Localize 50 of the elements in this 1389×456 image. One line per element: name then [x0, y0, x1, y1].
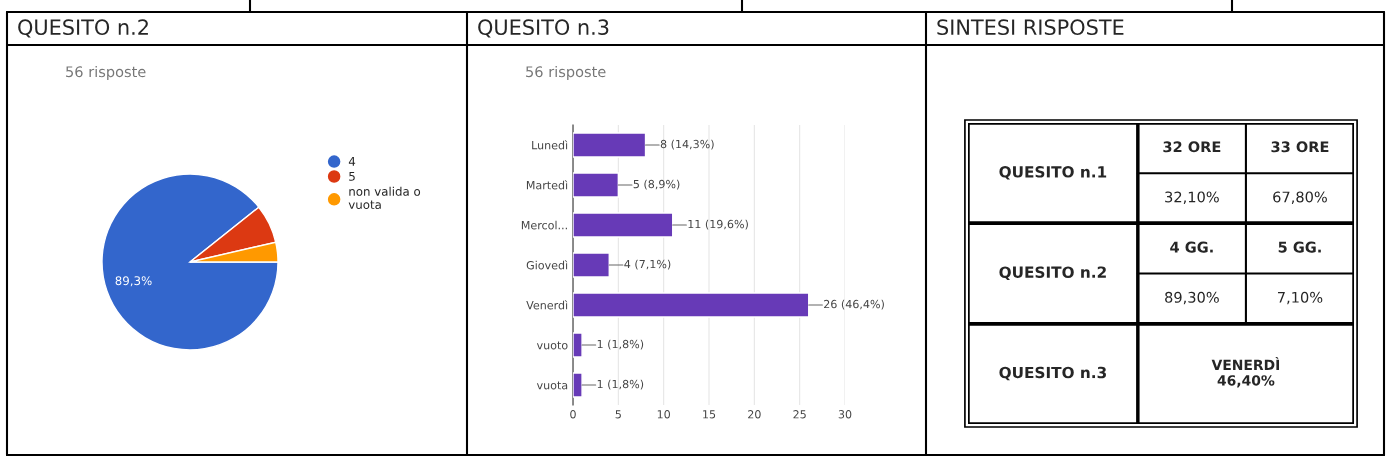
y-tick-label: Lunedì — [532, 140, 568, 150]
x-tick-label: 25 — [793, 410, 806, 419]
data-label: 26 (46,4%) — [824, 299, 884, 310]
bar — [573, 252, 610, 278]
bar — [573, 332, 583, 358]
data-label: 89,3% — [115, 276, 152, 287]
legend-label: 4 — [348, 157, 356, 166]
data-label: 4 (7,1%) — [624, 259, 671, 270]
pie-slice — [101, 173, 279, 351]
chart-title: QUESITO n.3 — [478, 19, 609, 38]
text: 4 GG. — [1170, 241, 1213, 253]
x-tick-label: 10 — [657, 410, 670, 419]
y-tick-label: vuoto — [536, 341, 568, 350]
x-tick-label: 0 — [570, 410, 576, 419]
y-tick-label: vuota — [536, 381, 568, 390]
y-tick-label: Venerdì — [526, 300, 568, 310]
text: 32 ORE — [1163, 141, 1221, 153]
x-tick-label: 20 — [748, 410, 761, 419]
text: 5 GG. — [1278, 241, 1321, 253]
data-label: 1 (1,8%) — [597, 339, 644, 350]
text: QUESITO n.1 — [999, 166, 1107, 180]
text: 89,30% — [1165, 291, 1219, 305]
y-tick-label: Martedì — [526, 180, 568, 190]
bar — [573, 292, 810, 318]
y-tick-label: Giovedì — [526, 260, 568, 270]
chart-title: QUESITO n.2 — [18, 19, 148, 38]
y-tick-label: Mercol... — [521, 220, 567, 230]
text: QUESITO n.3 — [999, 366, 1106, 381]
bar — [573, 372, 583, 398]
text: 33 ORE — [1271, 141, 1329, 153]
x-tick-label: 30 — [838, 410, 852, 419]
x-tick-label: 15 — [703, 410, 716, 419]
data-label: 5 (8,9%) — [633, 179, 680, 190]
chart-subtitle: 56 risposte — [66, 65, 146, 81]
text: VENERDÌ 46,40% — [1211, 357, 1280, 388]
legend-label: non valida o vuota — [348, 186, 421, 210]
text: 32,10% — [1165, 191, 1219, 204]
bar — [573, 132, 647, 158]
chart-subtitle: 56 risposte — [526, 65, 606, 81]
text: QUESITO n.2 — [999, 266, 1106, 280]
data-label: 11 (19,6%) — [688, 219, 748, 230]
text: 67,80% — [1273, 191, 1327, 204]
text: 7,10% — [1277, 291, 1323, 305]
text: SINTESI RISPOSTE — [937, 19, 1124, 36]
bar — [573, 212, 674, 238]
data-label: 8 (14,3%) — [660, 139, 714, 150]
x-tick-label: 5 — [615, 410, 621, 419]
bar — [573, 172, 620, 198]
data-label: 1 (1,8%) — [597, 379, 644, 390]
legend-label: 5 — [349, 172, 355, 181]
